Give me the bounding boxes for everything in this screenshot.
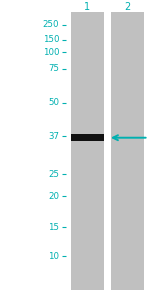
Bar	[111, 12, 144, 290]
Text: 2: 2	[124, 2, 131, 12]
Text: 37: 37	[48, 132, 59, 141]
Text: 50: 50	[48, 98, 59, 107]
Text: 150: 150	[43, 35, 59, 44]
Bar	[70, 12, 104, 290]
Text: 1: 1	[84, 2, 90, 12]
Text: 75: 75	[48, 64, 59, 73]
Text: 15: 15	[48, 223, 59, 231]
Text: 20: 20	[48, 192, 59, 201]
Text: 250: 250	[43, 21, 59, 29]
Text: 100: 100	[43, 48, 59, 57]
Text: 25: 25	[48, 170, 59, 179]
Text: 10: 10	[48, 252, 59, 261]
Bar	[70, 134, 104, 141]
